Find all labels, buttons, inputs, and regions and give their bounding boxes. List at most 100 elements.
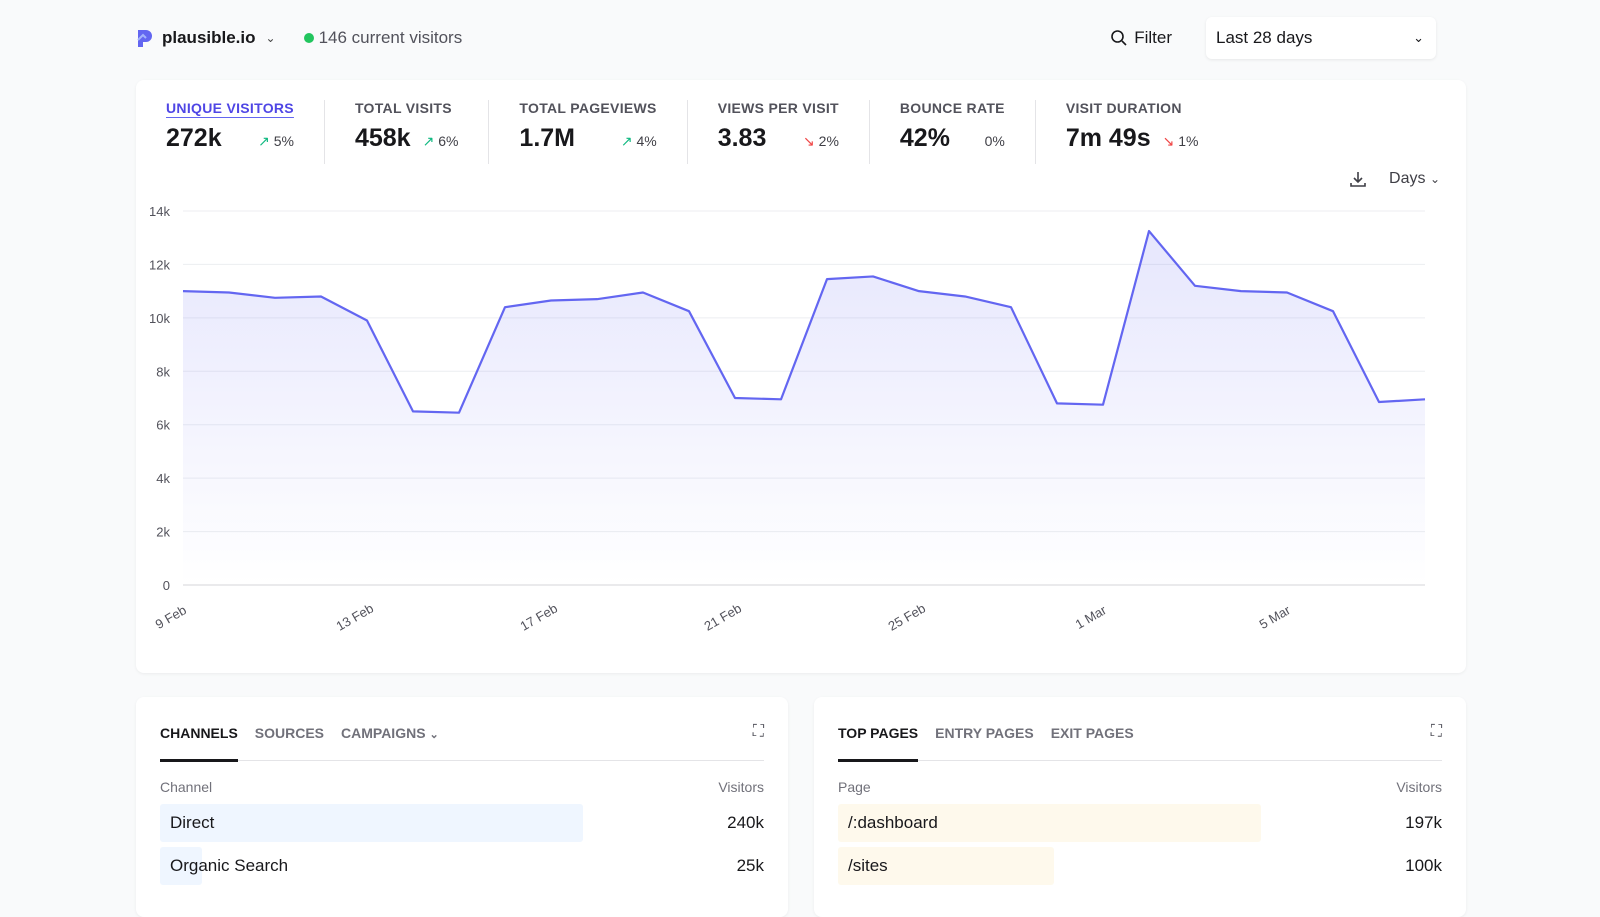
item-visitors: 240k (727, 813, 764, 832)
data-point[interactable] (594, 296, 600, 302)
tab-sources[interactable]: SOURCES (254, 725, 325, 741)
interval-select[interactable]: Days ⌄ (1389, 170, 1440, 187)
data-point[interactable] (1008, 304, 1014, 310)
data-point[interactable] (502, 304, 508, 310)
data-point[interactable] (778, 396, 784, 402)
tab-channels[interactable]: CHANNELS (160, 725, 238, 762)
period-select[interactable]: Last 28 days ⌄ (1206, 17, 1436, 59)
visitors-chart[interactable]: 0 2k 4k 6k 8k 10k 12k 14k 9 Feb 13 Feb 17 Feb 21 Fe… (136, 80, 1466, 673)
share-bar (160, 804, 583, 842)
stat-change: ↗ 6% (422, 133, 459, 149)
stat-4[interactable]: BOUNCE RATE 42% 0% (870, 100, 1036, 164)
stat-value: 1.7M (519, 124, 576, 152)
stat-change: ↗ 5% (258, 133, 294, 149)
column-header-channel: Channel (160, 779, 213, 795)
trend-up-icon: ↗ (620, 133, 633, 149)
stat-change: 0% (984, 133, 1005, 149)
area-fill (183, 231, 1425, 586)
y-tick-label: 14k (149, 204, 170, 219)
data-point[interactable] (410, 408, 416, 414)
data-point[interactable] (1422, 396, 1428, 402)
list-item[interactable]: Direct 240k (160, 804, 764, 842)
stat-label: TOTAL PAGEVIEWS (519, 100, 657, 116)
stat-label: VIEWS PER VISIT (717, 100, 839, 116)
x-tick-label: 21 Feb (701, 600, 744, 633)
data-point[interactable] (318, 293, 324, 299)
list-item[interactable]: /:dashboard 197k (838, 804, 1442, 842)
y-tick-label: 8k (156, 364, 170, 379)
item-visitors: 100k (1405, 856, 1442, 875)
stat-change: ↘ 1% (1162, 133, 1199, 149)
data-point[interactable] (686, 308, 692, 314)
expand-icon[interactable]: ⛶ (1430, 723, 1442, 740)
stat-value: 3.83 (717, 124, 767, 152)
column-header-page: Page (838, 779, 871, 795)
site-name[interactable]: plausible.io (162, 28, 256, 47)
x-tick-label: 1 Mar (1073, 602, 1110, 632)
stat-value: 7m 49s (1065, 124, 1151, 152)
data-point[interactable] (640, 289, 646, 295)
data-point[interactable] (962, 293, 968, 299)
stat-change: ↘ 2% (803, 133, 839, 149)
stat-value: 42% (899, 124, 950, 152)
data-point[interactable] (1284, 289, 1290, 295)
data-point[interactable] (1146, 228, 1152, 234)
stat-1[interactable]: TOTAL VISITS 458k ↗ 6% (325, 100, 490, 164)
stat-label: VISIT DURATION (1065, 100, 1182, 116)
filter-button[interactable]: Filter (1110, 28, 1172, 48)
tab-exit-pages[interactable]: EXIT PAGES (1050, 725, 1134, 741)
current-visitors[interactable]: 146 current visitors (303, 28, 462, 48)
stat-5[interactable]: VISIT DURATION 7m 49s ↘ 1% (1036, 100, 1229, 164)
share-bar (838, 847, 1054, 885)
stat-2[interactable]: TOTAL PAGEVIEWS 1.7M ↗ 4% (489, 100, 688, 164)
top-bar: plausible.io ⌄ 146 current visitors Filt… (136, 17, 1436, 59)
data-point[interactable] (456, 410, 462, 416)
data-point[interactable] (226, 289, 232, 295)
expand-icon[interactable]: ⛶ (752, 723, 764, 740)
stat-change: ↗ 4% (620, 133, 657, 149)
data-point[interactable] (548, 297, 554, 303)
data-point[interactable] (732, 395, 738, 401)
top-stats: UNIQUE VISITORS 272k ↗ 5% TOTAL VISITS 4… (136, 100, 1228, 164)
chevron-down-icon: ⌄ (429, 729, 439, 741)
tab-campaigns[interactable]: CAMPAIGNS ⌄ (341, 725, 439, 741)
stat-3[interactable]: VIEWS PER VISIT 3.83 ↘ 2% (688, 100, 870, 164)
x-tick-label: 9 Feb (153, 602, 189, 632)
y-tick-label: 10k (149, 311, 170, 326)
data-point[interactable] (364, 318, 370, 324)
data-point[interactable] (1192, 283, 1198, 289)
tab-top-pages[interactable]: TOP PAGES (838, 725, 919, 762)
data-point[interactable] (916, 288, 922, 294)
pages-panel: TOP PAGES ENTRY PAGES EXIT PAGES ⛶ Page V… (814, 697, 1466, 917)
data-point[interactable] (272, 295, 278, 301)
list-item[interactable]: /sites 100k (838, 847, 1442, 885)
share-bar (160, 847, 203, 885)
data-point[interactable] (870, 273, 876, 279)
y-tick-label: 2k (156, 525, 170, 540)
data-point[interactable] (1330, 308, 1336, 314)
chevron-down-icon[interactable]: ⌄ (265, 31, 276, 45)
data-point[interactable] (824, 276, 830, 282)
data-point[interactable] (1054, 400, 1060, 406)
item-name: /:dashboard (848, 813, 938, 832)
x-tick-label: 17 Feb (517, 600, 560, 633)
item-visitors: 25k (736, 856, 764, 875)
live-dot-icon (303, 33, 314, 43)
visitors-line (182, 229, 1426, 414)
share-bar (838, 804, 1261, 842)
data-point[interactable] (1376, 399, 1382, 405)
x-tick-label: 5 Mar (1257, 602, 1294, 632)
download-icon[interactable] (1349, 170, 1367, 188)
stat-value: 272k (166, 124, 222, 152)
item-name: /sites (848, 856, 888, 875)
stat-label: BOUNCE RATE (899, 100, 1005, 116)
stat-0[interactable]: UNIQUE VISITORS 272k ↗ 5% (136, 100, 325, 164)
tab-entry-pages[interactable]: ENTRY PAGES (935, 725, 1034, 741)
data-point[interactable] (180, 288, 186, 294)
main-graph-card: UNIQUE VISITORS 272k ↗ 5% TOTAL VISITS 4… (136, 80, 1466, 673)
data-point[interactable] (1238, 288, 1244, 294)
stat-value: 458k (354, 124, 411, 152)
column-header-visitors: Visitors (718, 779, 764, 795)
data-point[interactable] (1100, 402, 1106, 408)
list-item[interactable]: Organic Search 25k (160, 847, 764, 885)
